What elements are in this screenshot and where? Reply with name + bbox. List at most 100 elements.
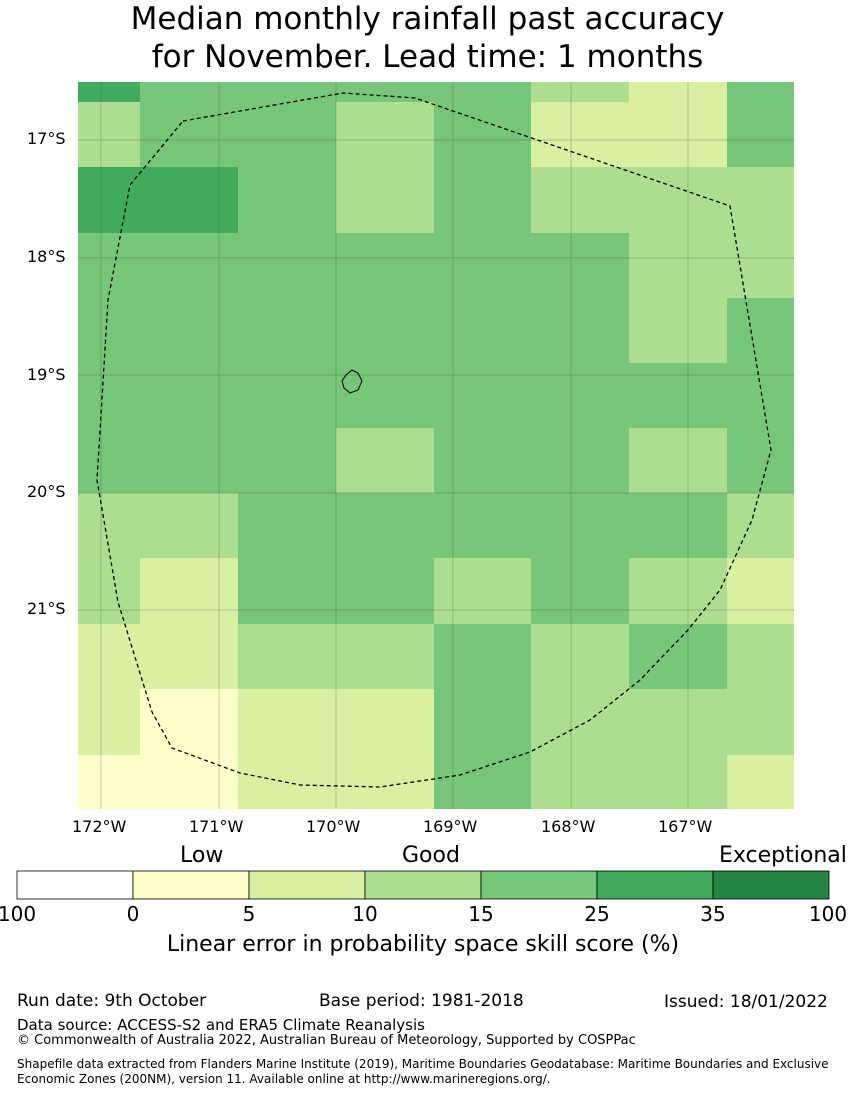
grid-cell [629,82,727,102]
grid-cell [78,82,140,102]
grid-cell [336,233,434,298]
grid-cell [629,428,727,493]
grid-cell [629,755,727,809]
grid-cell [336,624,434,689]
grid-cell [336,82,434,102]
skill-grid [78,82,794,809]
colorbar-tick: 10 [352,902,378,926]
grid-cell [238,102,336,167]
lon-label-172w: 172°W [72,817,127,836]
grid-cell [238,233,336,298]
grid-cell [727,363,794,428]
grid-cell [434,689,531,755]
base-period: Base period: 1981-2018 [319,991,524,1011]
grid-cell [238,624,336,689]
grid-cell [629,298,727,363]
grid-cell [140,624,238,689]
grid-cell [629,363,727,428]
grid-cell [531,102,629,167]
lat-label-21s: 21°S [27,599,66,618]
grid-cell [78,558,140,624]
grid-cell [434,233,531,298]
grid-cell [140,102,238,167]
colorbar [16,870,830,900]
grid-cell [336,428,434,493]
grid-cell [434,428,531,493]
grid-cell [531,363,629,428]
grid-cell [531,689,629,755]
grid-cell [140,493,238,558]
lon-label-167w: 167°W [658,817,713,836]
grid-cell [238,298,336,363]
lon-label-169w: 169°W [423,817,478,836]
grid-cell [727,428,794,493]
colorbar-tick: 25 [584,902,610,926]
grid-cell [727,298,794,363]
data-source: Data source: ACCESS-S2 and ERA5 Climate … [17,1016,425,1034]
grid-cell [238,82,336,102]
grid-cell [531,624,629,689]
chart-title: Median monthly rainfall past accuracy fo… [0,0,855,76]
lat-label-19s: 19°S [27,365,66,384]
grid-cell [336,363,434,428]
grid-cell [140,298,238,363]
run-date: Run date: 9th October [17,991,207,1011]
colorbar-tick: 100 [0,902,37,926]
grid-cell [78,298,140,363]
grid-cell [727,102,794,167]
grid-cell [140,689,238,755]
grid-cell [531,233,629,298]
colorbar-tick: 5 [242,902,256,926]
grid-cell [434,363,531,428]
grid-cell [727,167,794,233]
grid-cell [78,689,140,755]
grid-cell [78,428,140,493]
grid-cell [336,102,434,167]
lat-label-20s: 20°S [27,482,66,501]
colorbar-swatch [364,870,482,900]
grid-cell [140,558,238,624]
grid-cell [78,102,140,167]
lon-label-171w: 171°W [189,817,244,836]
grid-cell [727,558,794,624]
shapefile-credit: Shapefile data extracted from Flanders M… [17,1057,829,1086]
grid-cell [78,755,140,809]
lon-label-170w: 170°W [306,817,361,836]
grid-cell [78,363,140,428]
grid-cell [531,755,629,809]
grid-cell [238,428,336,493]
grid-cell [238,689,336,755]
grid-cell [434,82,531,102]
grid-cell [140,233,238,298]
grid-cell [531,558,629,624]
grid-cell [629,102,727,167]
grid-cell [140,82,238,102]
colorbar-swatch [248,870,366,900]
grid-cell [629,233,727,298]
title-line-2: for November. Lead time: 1 months [151,39,704,75]
eez-boundary [96,92,772,788]
grid-cell [531,298,629,363]
grid-cell [78,624,140,689]
category-exceptional: Exceptional [719,843,847,868]
grid-cell [629,493,727,558]
category-low: Low [180,843,224,868]
grid-cell [727,755,794,809]
colorbar-swatch [712,870,830,900]
grid-cell [727,82,794,102]
island-outline [341,369,363,394]
grid-cell [238,167,336,233]
colorbar-swatch [132,870,250,900]
grid-cell [336,167,434,233]
grid-cell [629,689,727,755]
grid-cell [336,493,434,558]
grid-cell [629,624,727,689]
grid-cell [140,755,238,809]
colorbar-tick: 15 [468,902,494,926]
grid-cell [78,167,140,233]
grid-cell [434,493,531,558]
category-good: Good [402,843,460,868]
grid-cell [336,558,434,624]
grid-cell [629,558,727,624]
